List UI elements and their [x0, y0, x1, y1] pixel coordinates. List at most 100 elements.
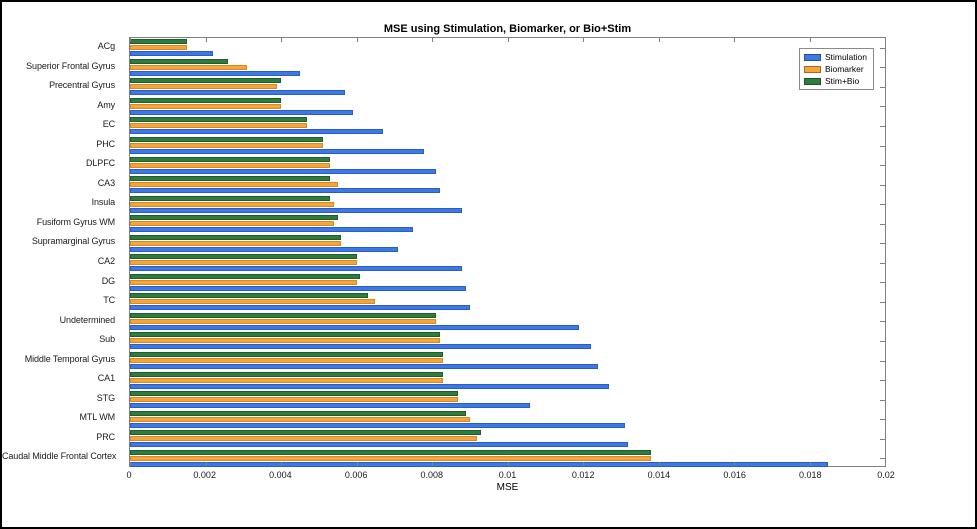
x-tick-bottom [130, 462, 131, 466]
y-tick-right [880, 399, 885, 401]
bar-stim-bio [130, 332, 440, 338]
bar-biomarker [130, 162, 331, 168]
x-tick-bottom [658, 462, 660, 466]
y-tick-right [880, 47, 885, 49]
y-tick-label: PHC [96, 138, 115, 149]
legend-swatch-stimulation-icon [803, 53, 821, 61]
bar-biomarker [130, 299, 376, 305]
plot-area: Stimulation Biomarker Stim+Bio [129, 37, 886, 467]
x-tick-top [356, 38, 358, 42]
legend-entry-stim-bio: Stim+Bio [803, 76, 867, 86]
y-tick-label: TC [103, 295, 115, 306]
bar-stim-bio [130, 97, 281, 103]
bar-stim-bio [130, 58, 229, 64]
y-tick-label: DLPFC [85, 158, 115, 169]
x-tick-top [734, 38, 735, 42]
x-tick-bottom [734, 462, 735, 466]
bar-stimulation [130, 70, 300, 76]
bar-stim-bio [130, 39, 187, 45]
y-tick-label: Amy [97, 99, 115, 110]
x-tick-top [507, 38, 509, 42]
bar-stim-bio [130, 195, 331, 201]
y-tick-right [880, 380, 885, 382]
x-tick-bottom [885, 462, 886, 466]
y-tick-label: DG [101, 275, 115, 286]
y-tick-label: CA3 [97, 177, 115, 188]
bar-stimulation [130, 383, 610, 389]
bar-stim-bio [130, 449, 651, 455]
bar-stim-bio [130, 117, 308, 123]
bar-stimulation [130, 344, 591, 350]
bar-stim-bio [130, 371, 444, 377]
bar-stimulation [130, 461, 829, 467]
y-tick-label: CA1 [97, 373, 115, 384]
x-tick-label: 0.014 [647, 470, 671, 480]
bar-stimulation [130, 188, 440, 194]
bar-biomarker [130, 279, 357, 285]
bar-stimulation [130, 129, 383, 135]
bar-stim-bio [130, 78, 281, 84]
bar-biomarker [130, 416, 470, 422]
bar-stimulation [130, 109, 353, 115]
y-tick-right [880, 458, 885, 460]
y-tick-right [880, 301, 885, 303]
bar-stimulation [130, 207, 463, 213]
x-tick-top [658, 38, 660, 42]
x-tick-label: 0.004 [269, 470, 292, 480]
bar-stimulation [130, 422, 625, 428]
bar-biomarker [130, 397, 459, 403]
y-tick-right [880, 243, 885, 245]
x-tick-bottom [205, 462, 207, 466]
y-tick-right [880, 438, 885, 440]
y-tick-label: Supramarginal Gyrus [31, 236, 115, 247]
y-tick-label: EC [102, 119, 115, 130]
bar-stimulation [130, 90, 346, 96]
bar-stimulation [130, 149, 425, 155]
y-tick-label: Precentral Gyrus [49, 80, 115, 91]
bar-biomarker [130, 84, 278, 90]
y-tick-right [880, 145, 885, 147]
x-tick-top [885, 38, 886, 42]
legend-label: Stimulation [824, 52, 867, 62]
x-axis-title: MSE [496, 482, 519, 493]
x-tick-bottom [356, 462, 358, 466]
y-tick-label: Middle Temporal Gyrus [24, 353, 115, 364]
legend-label: Stim+Bio [824, 76, 860, 86]
bar-stimulation [130, 403, 531, 409]
bar-stim-bio [130, 254, 357, 260]
bar-biomarker [130, 45, 187, 51]
bar-stim-bio [130, 312, 436, 318]
legend-entry-stimulation: Stimulation [803, 52, 867, 62]
y-tick-right [880, 223, 885, 225]
y-tick-label: STG [96, 392, 115, 403]
y-tick-label: Sub [99, 334, 115, 345]
x-tick-label: 0.006 [344, 470, 368, 480]
bar-stim-bio [130, 156, 331, 162]
x-tick-top [205, 38, 207, 42]
x-tick-label: 0.002 [193, 470, 216, 480]
legend: Stimulation Biomarker Stim+Bio [798, 48, 874, 90]
legend-swatch-stim-bio-icon [803, 77, 821, 85]
bar-biomarker [130, 221, 334, 227]
bar-stimulation [130, 246, 399, 252]
x-tick-label: 0.012 [571, 470, 595, 480]
x-tick-top [130, 38, 131, 42]
y-tick-right [880, 165, 885, 167]
x-tick-label: 0.02 [877, 470, 895, 480]
legend-swatch-biomarker-icon [803, 65, 821, 73]
bar-stim-bio [130, 273, 361, 279]
x-tick-top [432, 38, 433, 42]
bar-stim-bio [130, 391, 459, 397]
y-tick-right [880, 262, 885, 264]
y-tick-label: ACg [97, 41, 115, 51]
x-tick-label: 0 [126, 470, 132, 480]
bar-biomarker [130, 260, 357, 266]
bar-biomarker [130, 455, 651, 461]
x-tick-label: 0.016 [723, 470, 746, 480]
bar-stim-bio [130, 352, 444, 358]
y-tick-right [880, 86, 885, 88]
bar-biomarker [130, 103, 281, 109]
bar-biomarker [130, 358, 444, 364]
bar-stim-bio [130, 215, 338, 221]
legend-label: Biomarker [824, 64, 864, 74]
